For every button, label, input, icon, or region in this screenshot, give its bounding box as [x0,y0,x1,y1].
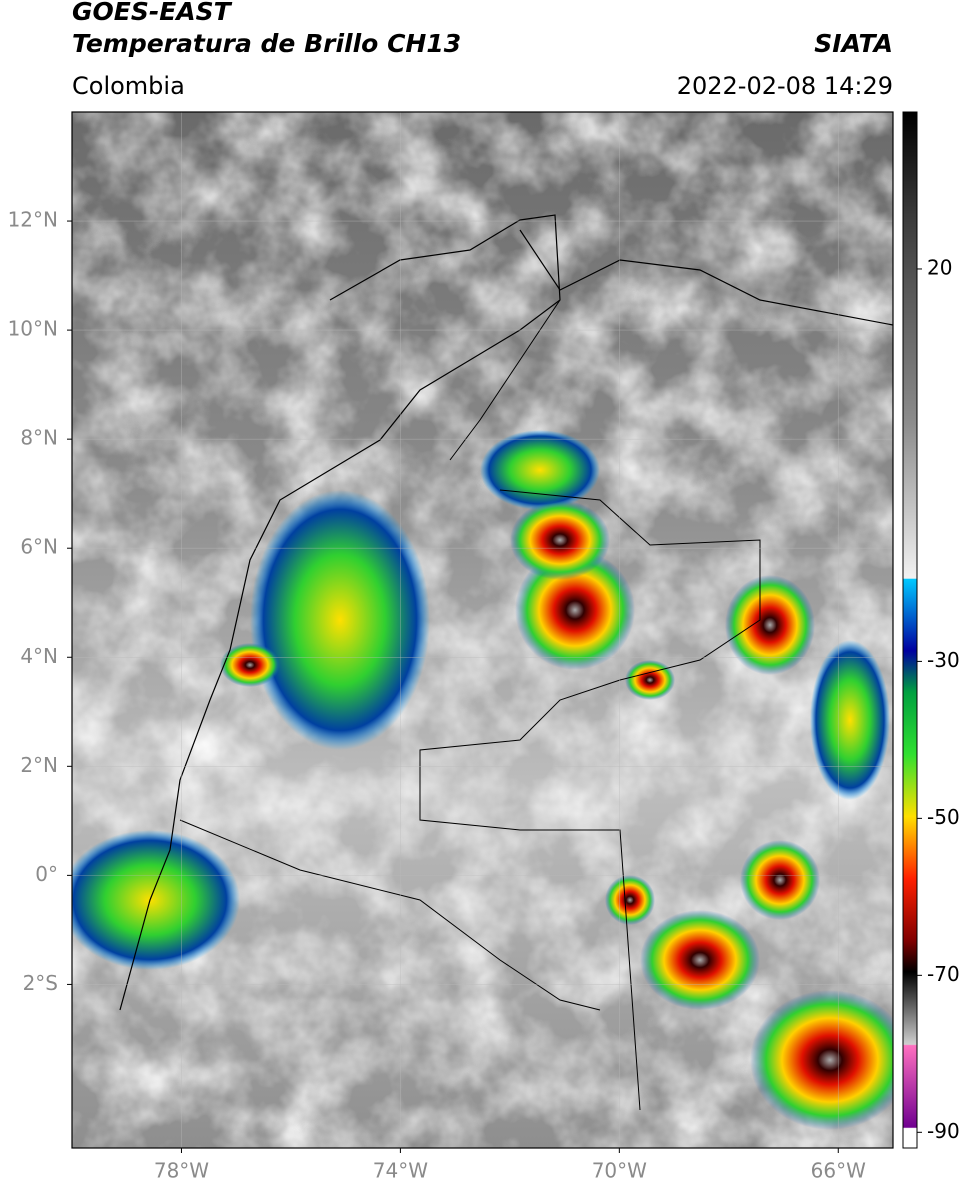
y-tick-label: 2°S [23,971,58,995]
colorbar-tick-label: -70 [927,962,960,986]
colorbar-tick-label: -30 [927,648,960,672]
border [179,819,601,1011]
storm-cell [605,875,655,925]
y-tick-label: 2°N [20,753,58,777]
source: SIATA [814,29,893,58]
ticks: 78°W 74°W 70°W 66°W 12°N 10°N 8°N 6°N 4°N 2°N 0° 2°… [8,208,960,1183]
cloud-cell [250,490,430,750]
storm-cell [510,500,610,580]
colorbar-tick-label: 20 [927,255,952,279]
map-frame [71,111,894,1149]
cloud-cell [810,640,890,800]
y-tick-label: 12°N [8,208,58,232]
storm-cell [515,550,635,670]
y-tick-label: 10°N [8,317,58,341]
coastline [119,214,561,1011]
graticule [72,112,893,1148]
storm-cell [725,575,815,675]
storm-cell [220,643,280,687]
storm-cell [640,910,760,1010]
y-tick-label: 8°N [20,426,58,450]
x-tick-label: 70°W [592,1159,647,1183]
storm-cell [750,990,893,1130]
y-tick-label: 6°N [20,535,58,559]
region: Colombia [72,72,185,100]
y-tick-label: 0° [35,862,58,886]
x-tick-label: 66°W [811,1159,866,1183]
cloud-cell [72,830,240,970]
cloud-cell [480,430,600,510]
y-tick-label: 4°N [20,644,58,668]
storm-cell [740,840,820,920]
imagery [72,112,893,1148]
colorbar [902,111,918,1149]
border [419,489,761,1111]
timestamp: 2022-02-08 14:29 [677,72,893,100]
x-tick-label: 78°W [154,1159,209,1183]
title: GOES-EAST [72,0,233,26]
colorbar-tick-label: -50 [927,805,960,829]
colorbar-tick-label: -90 [927,1119,960,1143]
subtitle: Temperatura de Brillo CH13 [72,29,461,58]
x-tick-label: 74°W [373,1159,428,1183]
coastline [519,229,893,326]
storm-cell [625,660,675,700]
